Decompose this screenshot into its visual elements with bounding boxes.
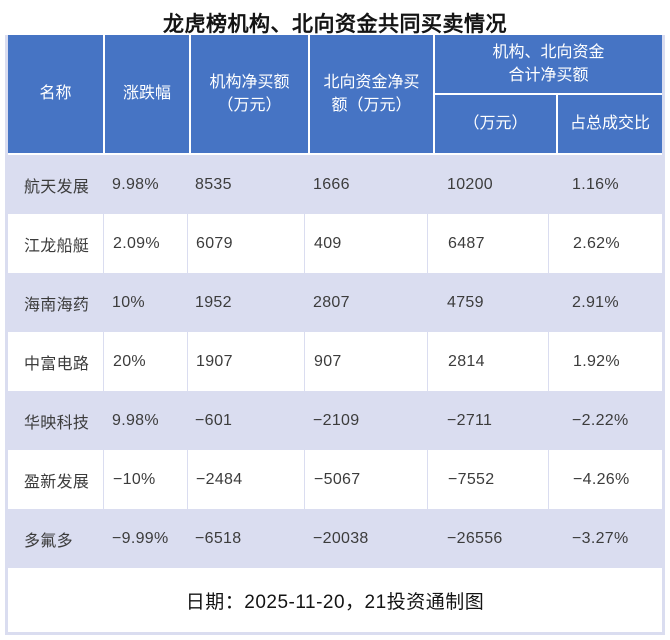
total-cell: −26556 <box>447 529 503 547</box>
total-cell: −2711 <box>447 411 493 429</box>
header-combined-amount: （万元） <box>435 95 556 153</box>
header-northbound-line1: 北向资金净买 <box>323 73 420 91</box>
ratio-cell: 1.16% <box>572 175 619 193</box>
page-title: 龙虎榜机构、北向资金共同买卖情况 <box>163 13 507 36</box>
ratio-cell: −2.22% <box>572 411 629 429</box>
change-cell: 9.98% <box>112 175 159 193</box>
header-combined-line2: 合计净买额 <box>508 67 589 84</box>
northbound-cell: −20038 <box>313 529 369 547</box>
northbound-cell: 1666 <box>313 175 350 193</box>
total-cell: 10200 <box>447 175 493 193</box>
northbound-cell: −5067 <box>304 450 427 509</box>
institution-cell: 8535 <box>195 175 232 193</box>
change-cell: 10% <box>112 293 145 311</box>
northbound-cell: 907 <box>304 332 427 391</box>
table-row: 华映科技 9.98% −601 −2109 −2711 −2.22% <box>8 391 662 450</box>
institution-cell: 1907 <box>187 332 304 391</box>
ratio-cell: 2.91% <box>572 293 619 311</box>
header-combined-ratio: 占总成交比 <box>558 95 662 153</box>
change-cell: 9.98% <box>112 411 159 429</box>
northbound-cell: 409 <box>304 214 427 273</box>
stock-name-cell: 海南海药 <box>24 296 90 314</box>
table-row: 多氟多 −9.99% −6518 −20038 −26556 −3.27% <box>8 509 662 568</box>
table-header: 名称 涨跌幅 机构净买额 （万元） 北向资金净买 额（万元） 机构、北向资金 合… <box>8 35 662 153</box>
stock-name-cell: 江龙船艇 <box>24 237 90 255</box>
stock-name-cell: 多氟多 <box>24 532 73 550</box>
header-change: 涨跌幅 <box>105 35 189 153</box>
header-institution-line2: （万元） <box>217 97 282 114</box>
ratio-cell: 2.62% <box>548 214 662 273</box>
institution-cell: −601 <box>195 411 233 429</box>
northbound-cell: −2109 <box>313 411 360 429</box>
header-institution-line1: 机构净买额 <box>209 73 290 91</box>
stock-name-cell: 盈新发展 <box>24 473 90 491</box>
total-cell: −7552 <box>427 450 548 509</box>
total-cell: 2814 <box>427 332 548 391</box>
table-row: 航天发展 9.98% 8535 1666 10200 1.16% <box>8 155 662 214</box>
institution-cell: −6518 <box>195 529 242 547</box>
table-frame: 名称 涨跌幅 机构净买额 （万元） 北向资金净买 额（万元） 机构、北向资金 合… <box>5 35 665 635</box>
change-cell: 2.09% <box>103 214 187 273</box>
table-row: 江龙船艇 2.09% 6079 409 6487 2.62% <box>8 214 662 273</box>
ratio-cell: −4.26% <box>548 450 662 509</box>
table-row: 盈新发展 −10% −2484 −5067 −7552 −4.26% <box>8 450 662 509</box>
stock-name-cell: 航天发展 <box>24 178 90 196</box>
institution-cell: 6079 <box>187 214 304 273</box>
table-row: 中富电路 20% 1907 907 2814 1.92% <box>8 332 662 391</box>
header-northbound-line2: 额（万元） <box>331 97 412 114</box>
ratio-cell: 1.92% <box>548 332 662 391</box>
table-row: 海南海药 10% 1952 2807 4759 2.91% <box>8 273 662 332</box>
header-institution-net-buy: 机构净买额 （万元） <box>191 35 308 153</box>
total-cell: 6487 <box>427 214 548 273</box>
institution-cell: −2484 <box>187 450 304 509</box>
northbound-cell: 2807 <box>313 293 350 311</box>
header-northbound-net-buy: 北向资金净买 额（万元） <box>310 35 433 153</box>
institution-cell: 1952 <box>195 293 232 311</box>
stock-name-cell: 中富电路 <box>24 355 90 373</box>
header-combined-line1: 机构、北向资金 <box>492 43 605 61</box>
header-combined-net-buy: 机构、北向资金 合计净买额 <box>435 35 662 93</box>
change-cell: 20% <box>103 332 187 391</box>
table-footer: 日期：2025-11-20，21投资通制图 <box>8 568 662 632</box>
stock-name-cell: 华映科技 <box>24 414 90 432</box>
change-cell: −9.99% <box>112 529 169 547</box>
ratio-cell: −3.27% <box>572 529 629 547</box>
total-cell: 4759 <box>447 293 484 311</box>
date-source-note: 日期：2025-11-20，21投资通制图 <box>185 591 485 613</box>
header-name: 名称 <box>8 35 103 153</box>
change-cell: −10% <box>103 450 187 509</box>
